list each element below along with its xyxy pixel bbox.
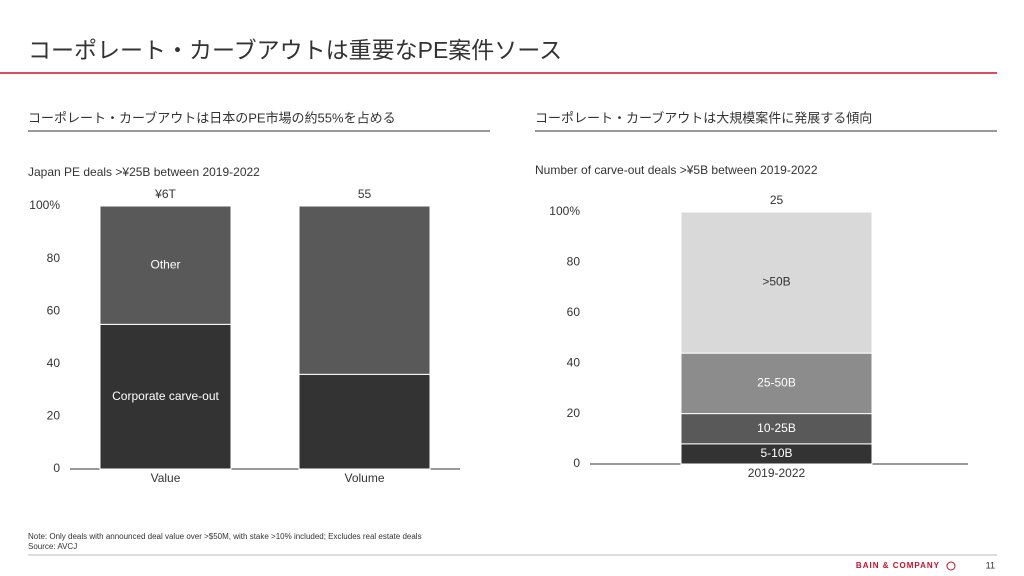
total-label: 55 [358, 187, 372, 201]
y-tick-label: 20 [567, 406, 581, 420]
bar-segment [298, 205, 431, 375]
x-tick-label: Volume [344, 471, 384, 485]
brand: BAIN & COMPANY [856, 561, 940, 570]
y-tick-label: 0 [53, 461, 60, 475]
brand-logo [946, 561, 956, 571]
y-tick-label: 100% [29, 198, 60, 212]
chart-heading: コーポレート・カーブアウトは日本のPE市場の約55%を占める [28, 110, 396, 125]
y-tick-label: 40 [47, 356, 61, 370]
bar-segment [298, 373, 431, 470]
chart-subtitle: Number of carve-out deals >¥5B between 2… [535, 163, 818, 177]
bar-segment [680, 352, 873, 415]
y-tick-label: 60 [567, 305, 581, 319]
y-tick-label: 20 [47, 409, 61, 423]
slide-title: コーポレート・カーブアウトは重要なPE案件ソース [28, 37, 562, 63]
page-number: 11 [986, 560, 995, 570]
y-tick-label: 80 [567, 255, 581, 269]
y-tick-label: 0 [573, 456, 580, 470]
total-label: ¥6T [154, 187, 176, 201]
segment-label: >50B [762, 275, 790, 289]
y-tick-label: 80 [47, 251, 61, 265]
segment-label: 25-50B [757, 376, 796, 390]
chart-subtitle: Japan PE deals >¥25B between 2019-2022 [28, 165, 260, 179]
bar-segment [99, 205, 232, 325]
segment-label: Corporate carve-out [112, 389, 219, 403]
total-label: 25 [770, 193, 784, 207]
y-tick-label: 40 [567, 355, 581, 369]
y-tick-label: 60 [47, 303, 61, 317]
note: Note: Only deals with announced deal val… [28, 532, 422, 541]
segment-label: 10-25B [757, 421, 796, 435]
y-tick-label: 100% [549, 204, 580, 218]
segment-label: 5-10B [760, 446, 792, 460]
segment-label: Other [150, 257, 180, 271]
bar-segment [680, 211, 873, 354]
x-tick-label: Value [151, 471, 181, 485]
chart-heading: コーポレート・カーブアウトは大規模案件に発展する傾向 [535, 110, 872, 125]
source: Source: AVCJ [28, 542, 77, 551]
x-tick-label: 2019-2022 [748, 466, 806, 480]
bar-segment [99, 323, 232, 470]
